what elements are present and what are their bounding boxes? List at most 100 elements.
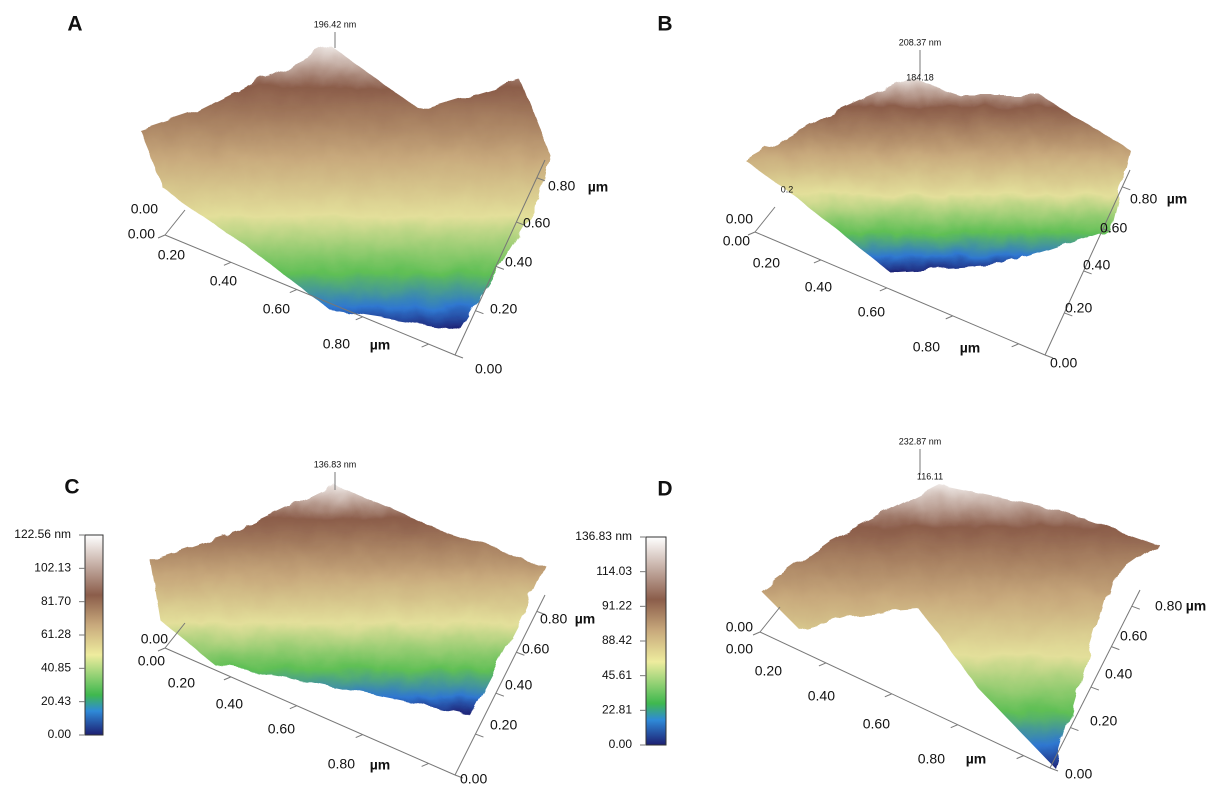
tick-mark xyxy=(747,231,756,236)
axis-tick-label: 0.80 xyxy=(1155,598,1182,614)
peak-label: 196.42 nm xyxy=(314,19,357,29)
tick-mark xyxy=(1011,343,1019,348)
tick-mark xyxy=(752,631,761,636)
tick-mark xyxy=(355,734,363,739)
annotation: 116.11 xyxy=(917,471,943,481)
axis-unit: µm xyxy=(1186,598,1207,614)
axis-tick-label: 0.60 xyxy=(1120,628,1147,644)
axis-line xyxy=(164,234,456,356)
colorbar-label: 136.83 nm xyxy=(575,529,632,543)
tick-mark xyxy=(1131,605,1140,610)
axis-tick-label: 0.80 xyxy=(548,178,575,194)
axis-tick-label: 0.00 xyxy=(1050,355,1077,371)
axis-tick-label: 0.40 xyxy=(505,254,532,270)
tick-mark xyxy=(818,662,827,667)
axis-unit: µm xyxy=(588,179,609,195)
tick-mark xyxy=(536,610,545,615)
surface xyxy=(760,485,1160,768)
colorbar-label: 61.28 xyxy=(41,627,71,641)
tick-mark xyxy=(495,265,505,270)
tick-mark xyxy=(1111,646,1120,651)
colorbar-label: 81.70 xyxy=(41,594,71,608)
surfaces xyxy=(140,45,1160,768)
tick-mark xyxy=(495,692,505,697)
tick-mark xyxy=(421,343,429,348)
axis-tick-label: 0.60 xyxy=(522,641,549,657)
axis-line xyxy=(454,159,546,356)
axis-line xyxy=(754,206,776,233)
axis-unit: µm xyxy=(966,751,987,767)
axis-tick-label: 0.40 xyxy=(808,688,835,704)
colorbar-label: 102.13 xyxy=(34,561,71,575)
axis-tick-label: 0.80 xyxy=(913,339,940,355)
axis-tick-label: 0.60 xyxy=(263,301,290,317)
axis-tick-label: 0.40 xyxy=(1083,257,1110,273)
axis-tick-label: 0.20 xyxy=(1065,300,1092,316)
surface xyxy=(745,78,1130,272)
colorbar xyxy=(84,534,104,736)
colorbar-label: 45.61 xyxy=(602,668,632,682)
axis-tick-label: 0.00 xyxy=(475,361,502,377)
panel-label: D xyxy=(657,478,672,501)
annotation: 0.2 xyxy=(781,184,794,194)
tick-mark xyxy=(879,287,888,292)
axis-line xyxy=(454,594,546,776)
colorbar-label: 0.00 xyxy=(48,727,72,741)
colorbar-label: 40.85 xyxy=(41,661,71,675)
colorbar-label: 22.81 xyxy=(602,703,632,717)
axis-tick-label: 0.20 xyxy=(168,675,195,691)
axis-tick-label: 0.40 xyxy=(805,279,832,295)
axis-tick-label: 0.80 xyxy=(540,611,567,627)
axis-unit: µm xyxy=(960,340,981,356)
colorbar-label: 0.00 xyxy=(609,737,633,751)
tick-mark xyxy=(223,676,232,681)
tick-mark xyxy=(1049,767,1059,772)
tick-mark xyxy=(945,315,953,320)
peak-label: 208.37 nm xyxy=(899,37,942,47)
axis-line xyxy=(164,622,186,649)
tick-mark xyxy=(475,733,484,738)
colorbar-label: 122.56 nm xyxy=(14,527,71,541)
axis-unit: µm xyxy=(1167,191,1188,207)
tick-mark xyxy=(1102,228,1112,233)
axis-line xyxy=(1049,589,1141,769)
axis-unit: µm xyxy=(370,337,391,353)
tick-mark xyxy=(157,234,166,239)
tick-mark xyxy=(1016,755,1024,760)
z-origin-label: 0.00 xyxy=(141,631,168,647)
tick-mark xyxy=(289,705,298,710)
axis-tick-label: 0.40 xyxy=(216,696,243,712)
panel-label: A xyxy=(67,13,82,36)
tick-mark xyxy=(884,693,893,698)
axis-tick-label: 0.60 xyxy=(1100,220,1127,236)
colorbar-label: 114.03 xyxy=(596,564,632,578)
annotation: 184.18 xyxy=(906,72,934,82)
tick-mark xyxy=(1122,186,1131,191)
axis-tick-label: 0.20 xyxy=(1090,713,1117,729)
tick-mark xyxy=(454,774,464,779)
peak-label: 232.87 nm xyxy=(899,436,942,446)
axis-tick-label: 0.80 xyxy=(1130,191,1157,207)
axis-tick-label: 0.00 xyxy=(726,641,753,657)
tick-mark xyxy=(1083,270,1092,275)
axis-tick-label: 0.00 xyxy=(1065,766,1092,782)
axis-line xyxy=(754,231,1046,356)
axis-unit: µm xyxy=(370,757,391,773)
axis-tick-label: 0.40 xyxy=(505,677,532,693)
axis-tick-label: 0.60 xyxy=(268,721,295,737)
axis-tick-label: 0.00 xyxy=(138,653,165,669)
axis-line xyxy=(759,606,781,633)
tick-mark xyxy=(355,316,363,321)
tick-mark xyxy=(1090,686,1100,691)
axis-tick-label: 0.80 xyxy=(323,336,350,352)
axis-tick-label: 0.20 xyxy=(490,301,517,317)
tick-mark xyxy=(223,261,232,266)
tick-mark xyxy=(454,354,464,359)
axis-tick-label: 0.20 xyxy=(158,247,185,263)
tick-mark xyxy=(516,651,525,656)
surface xyxy=(140,45,550,330)
axis-tick-label: 0.80 xyxy=(918,751,945,767)
axis-tick-label: 0.20 xyxy=(490,717,517,733)
tick-mark xyxy=(289,289,298,294)
